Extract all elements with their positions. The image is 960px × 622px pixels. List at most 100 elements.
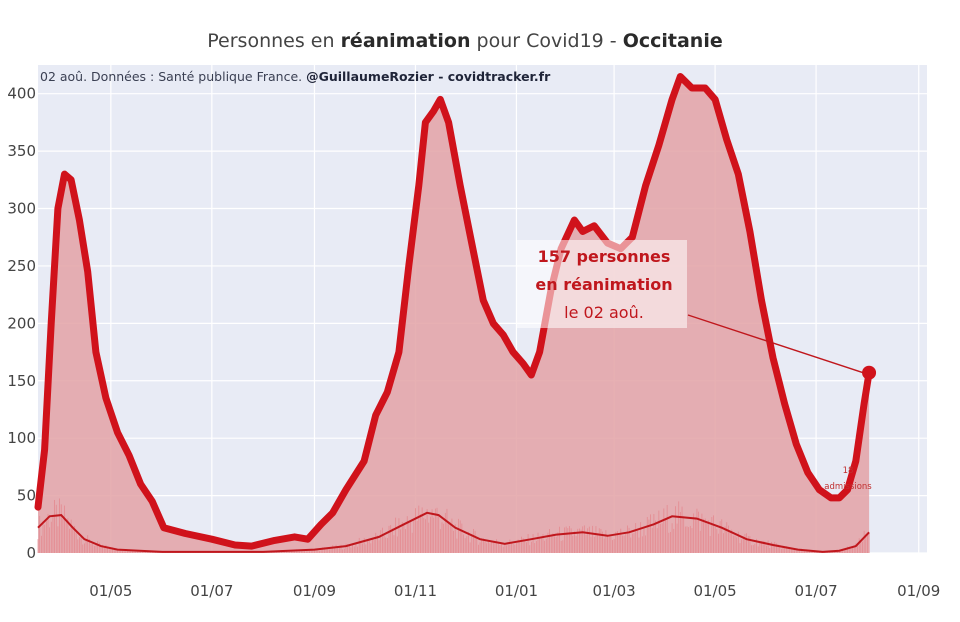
- admissions-bar: [673, 528, 675, 553]
- admissions-bar: [731, 529, 733, 553]
- admissions-bar: [545, 538, 547, 553]
- admissions-bar: [85, 540, 87, 553]
- admissions-bar: [565, 526, 567, 553]
- admissions-bar: [704, 518, 706, 553]
- admissions-bar: [741, 539, 743, 553]
- admissions-bar: [732, 535, 734, 553]
- admissions-bar: [130, 550, 132, 553]
- admissions-bar: [852, 547, 853, 553]
- admissions-bar: [132, 550, 133, 553]
- admissions-bar: [787, 546, 789, 553]
- y-tick-label: 50: [17, 487, 36, 505]
- reanimation-line: [34, 73, 873, 550]
- admissions-bar: [560, 541, 562, 553]
- admissions-bar: [287, 551, 289, 553]
- admissions-bar: [746, 533, 747, 553]
- admissions-bar: [333, 548, 335, 553]
- admissions-bar: [39, 515, 41, 553]
- admissions-bar: [145, 551, 147, 553]
- admissions-bar: [772, 543, 774, 553]
- admissions-bar: [779, 546, 781, 553]
- admissions-bar: [554, 536, 555, 553]
- admissions-bar: [391, 528, 393, 553]
- admissions-bar: [312, 548, 314, 553]
- x-tick-label: 01/07: [190, 582, 233, 600]
- admissions-bar: [559, 526, 560, 553]
- admissions-bar: [660, 523, 661, 553]
- admissions-bar: [671, 523, 673, 553]
- admissions-bar: [423, 518, 425, 553]
- admissions-bar: [555, 536, 557, 553]
- admissions-bar: [714, 526, 716, 553]
- admissions-bar: [698, 511, 699, 553]
- admissions-bar: [633, 533, 635, 553]
- admissions-bar: [466, 536, 468, 553]
- admissions-bar: [416, 521, 418, 553]
- admissions-bar: [595, 526, 597, 553]
- admissions-bar: [353, 546, 355, 553]
- admissions-bar: [133, 550, 135, 553]
- admissions-bar: [476, 537, 478, 553]
- admissions-bar: [79, 537, 80, 553]
- x-tick-label: 01/11: [394, 582, 437, 600]
- admissions-bar: [80, 536, 82, 553]
- admissions-bar: [840, 549, 842, 553]
- admissions-bar: [679, 511, 681, 553]
- subtitle-part-1: 02 aoû. Données : Santé publique France.: [40, 69, 306, 84]
- admissions-bar: [835, 551, 837, 553]
- admissions-bar: [474, 530, 476, 553]
- admissions-bar: [350, 547, 352, 553]
- admissions-bar: [317, 548, 319, 553]
- admissions-bar: [103, 546, 105, 553]
- admissions-bar: [509, 539, 511, 553]
- admissions-bar: [512, 543, 514, 553]
- admissions-bar: [766, 545, 767, 553]
- admissions-bar: [108, 549, 110, 553]
- y-tick-label: 100: [7, 429, 36, 447]
- admissions-bar: [386, 537, 388, 553]
- admissions-bar: [670, 531, 671, 553]
- admissions-bar: [636, 529, 638, 553]
- admissions-bar: [693, 513, 695, 553]
- admissions-bar: [564, 527, 565, 553]
- admissions-bar: [338, 545, 340, 553]
- admissions-bar: [352, 543, 353, 553]
- admissions-bar: [623, 535, 625, 553]
- admissions-bar: [532, 534, 534, 553]
- admissions-bar: [489, 543, 491, 553]
- admissions-bar: [724, 526, 726, 553]
- admissions-bar: [718, 533, 719, 553]
- admissions-bar: [797, 550, 799, 553]
- admissions-bar: [62, 518, 64, 553]
- admissions-bar: [711, 517, 713, 553]
- admissions-bar: [405, 529, 406, 553]
- admissions-bar: [729, 531, 731, 553]
- admissions-bar: [754, 543, 756, 553]
- admissions-bar: [858, 538, 860, 553]
- title-part-4: Occitanie: [623, 30, 723, 52]
- admissions-bar: [482, 538, 484, 553]
- admissions-bar: [721, 519, 723, 553]
- annotation-line-1: 157 personnes: [538, 247, 671, 266]
- admissions-bar: [491, 541, 493, 553]
- admissions-bar: [688, 527, 690, 553]
- admissions-bar: [297, 550, 299, 553]
- admissions-bar: [613, 539, 615, 553]
- admissions-bar: [434, 508, 436, 553]
- admissions-bar: [848, 546, 850, 553]
- admissions-bar: [580, 529, 582, 553]
- admissions-bar: [737, 531, 739, 553]
- admissions-bar: [683, 516, 685, 553]
- admissions-bar: [431, 509, 433, 553]
- admissions-bar: [324, 547, 325, 553]
- admissions-bar: [501, 544, 502, 553]
- admissions-bar: [526, 542, 527, 553]
- admissions-bar: [340, 544, 342, 553]
- admissions-bar: [502, 546, 504, 553]
- admissions-bar: [454, 524, 456, 553]
- admissions-bar: [855, 543, 857, 553]
- admissions-bar: [57, 526, 59, 553]
- admissions-bar: [605, 530, 607, 553]
- admissions-bar: [646, 516, 648, 553]
- admissions-bar: [117, 550, 118, 553]
